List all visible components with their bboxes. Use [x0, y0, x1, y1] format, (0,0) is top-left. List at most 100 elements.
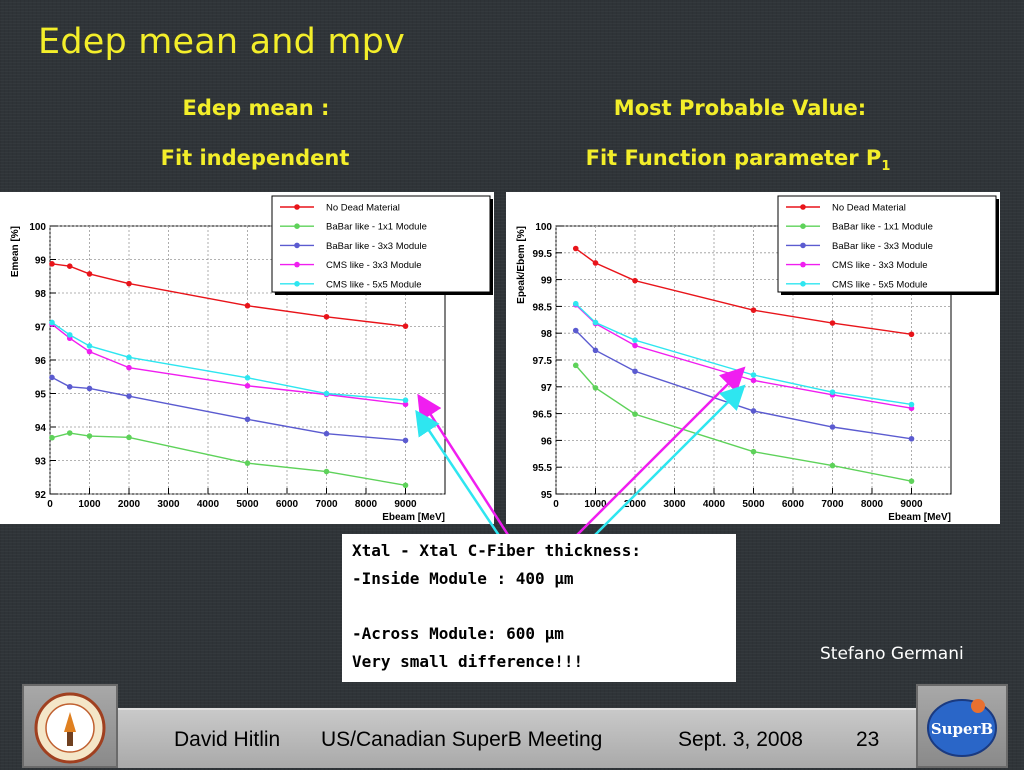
y-axis-label: Emean [%] [10, 226, 21, 277]
data-point [66, 384, 73, 390]
series-line [575, 364, 912, 482]
x-tick-label: 8000 [861, 499, 884, 510]
data-point [49, 319, 55, 326]
legend-marker [294, 204, 300, 210]
data-point [592, 260, 599, 266]
note-line-3: -Across Module: 600 μm [352, 624, 564, 643]
y-tick-label: 99 [541, 276, 553, 287]
data-point [49, 434, 55, 441]
x-tick-label: 6000 [276, 499, 299, 510]
data-point [632, 368, 638, 375]
data-point [86, 348, 93, 355]
data-point [244, 374, 251, 381]
series-line [575, 304, 912, 409]
data-point [572, 362, 579, 369]
y-tick-label: 94 [35, 423, 47, 434]
data-point [323, 313, 330, 320]
x-tick-label: 7000 [315, 499, 338, 510]
y-tick-label: 99 [35, 256, 47, 267]
x-tick-label: 0 [553, 499, 559, 510]
y-tick-label: 98.5 [533, 302, 553, 313]
data-point [572, 300, 579, 307]
data-point [908, 478, 915, 484]
data-point [750, 377, 757, 384]
data-point [66, 332, 73, 338]
footer-page-number: 23 [856, 728, 880, 751]
y-tick-label: 97.5 [533, 356, 553, 367]
legend-marker [800, 261, 806, 268]
x-tick-label: 4000 [703, 499, 726, 510]
note-line-1: Xtal - Xtal C-Fiber thickness: [352, 541, 641, 560]
legend-marker [294, 223, 300, 229]
y-tick-label: 92 [35, 490, 47, 501]
edep-mean-plot: 0 1000 2000 3000 4000 5000 6000 7000 8000 9000 92 9… [10, 195, 493, 523]
superb-logo-text: SuperB [931, 720, 993, 738]
data-point [49, 261, 55, 267]
right-heading: Most Probable Value: [613, 96, 867, 120]
data-point [592, 347, 599, 354]
data-point [66, 263, 73, 269]
data-point [592, 319, 599, 326]
x-tick-label: 4000 [197, 499, 220, 510]
data-point [572, 327, 579, 334]
note-line-4: Very small difference!!! [352, 652, 584, 671]
data-point [49, 374, 55, 381]
data-point [244, 460, 251, 466]
y-tick-label: 97 [541, 383, 553, 394]
data-point [592, 385, 599, 391]
legend-marker [294, 261, 300, 268]
data-point [402, 323, 409, 329]
arrow-cyan-right [589, 384, 746, 541]
series-line [575, 330, 912, 440]
data-point [126, 280, 132, 287]
data-point [750, 307, 757, 313]
y-tick-label: 96 [35, 356, 47, 367]
legend-entry: BaBar like - 3x3 Module [832, 241, 933, 252]
data-point [750, 372, 757, 378]
footer-presenter: David Hitlin [174, 728, 281, 751]
legend-marker [294, 281, 300, 287]
x-tick-label: 8000 [355, 499, 378, 510]
series-line [575, 303, 912, 406]
data-point [829, 320, 836, 326]
data-point [323, 390, 330, 397]
legend-box [271, 195, 491, 293]
data-point [323, 430, 330, 437]
data-point [126, 434, 132, 441]
left-heading: Edep mean : [182, 96, 330, 120]
legend-entry: CMS like - 3x3 Module [832, 260, 928, 271]
x-tick-label: 0 [47, 499, 53, 510]
data-point [908, 401, 915, 408]
x-tick-label: 3000 [157, 499, 180, 510]
legend-entry: No Dead Material [832, 203, 906, 214]
data-point [750, 448, 757, 455]
data-point [66, 430, 73, 436]
legend-marker [800, 223, 806, 229]
legend-entry: CMS like - 3x3 Module [326, 260, 422, 271]
note-line-2: -Inside Module : 400 μm [352, 569, 574, 588]
data-point [244, 302, 251, 309]
y-tick-label: 96.5 [533, 410, 553, 421]
data-point [86, 385, 93, 392]
data-point [86, 271, 93, 277]
legend-box [777, 195, 997, 293]
footer-date: Sept. 3, 2008 [678, 728, 803, 751]
data-point [632, 277, 638, 284]
data-point [323, 468, 330, 475]
legend-entry: BaBar like - 1x1 Module [326, 222, 427, 233]
author-name: Stefano Germani [820, 644, 964, 664]
data-point [86, 433, 93, 439]
y-tick-label: 98 [35, 289, 47, 300]
y-tick-label: 95 [35, 390, 47, 401]
arrow-magenta-left [417, 393, 512, 539]
slide-title: Edep mean and mpv [38, 22, 405, 62]
series-line [575, 247, 912, 335]
y-tick-label: 100 [535, 222, 552, 233]
data-point [750, 408, 757, 414]
data-point [126, 393, 132, 399]
data-point [244, 416, 251, 423]
legend-marker [800, 242, 806, 249]
legend-entry: BaBar like - 1x1 Module [832, 222, 933, 233]
data-point [829, 389, 836, 395]
